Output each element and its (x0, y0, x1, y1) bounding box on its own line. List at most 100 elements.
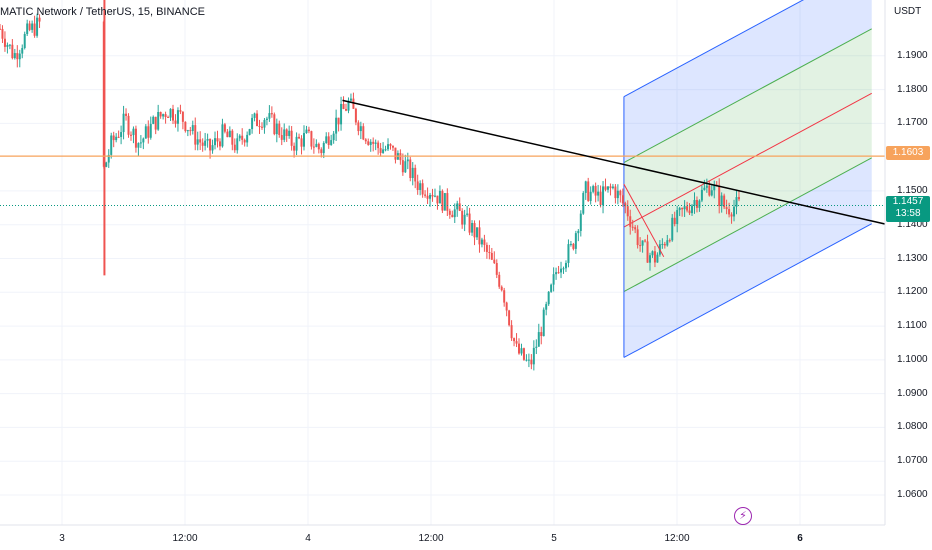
candle-body-down (446, 193, 449, 211)
candle-body-down (634, 227, 637, 230)
candle-body-down (500, 286, 503, 291)
candle-body-up (453, 209, 456, 218)
candle-body-up (547, 291, 550, 305)
candle-body-down (629, 216, 632, 227)
candle-body-down (505, 302, 508, 311)
channel-upper-band (623, 0, 872, 163)
candle-body-down (352, 98, 355, 109)
candlestick-series (0, 0, 740, 371)
candle-body-down (624, 203, 627, 207)
candle-body-up (186, 130, 189, 132)
candle-body-up (678, 207, 681, 211)
candle-body-down (194, 125, 197, 145)
candle-body-up (251, 117, 254, 130)
candle-body-down (223, 124, 226, 132)
candle-body-down (448, 210, 451, 215)
candle-body-up (31, 23, 34, 30)
candle-body-down (159, 111, 162, 117)
candle-body-down (256, 113, 259, 127)
candle-body-down (189, 130, 192, 132)
candle-body-down (708, 185, 711, 196)
candle-body-up (649, 255, 652, 263)
candle-body-down (436, 195, 439, 204)
candle-body-down (653, 251, 656, 263)
candle-body-down (258, 126, 261, 128)
candle-body-down (636, 229, 639, 246)
candle-body-up (651, 251, 654, 256)
candle-body-up (700, 189, 703, 201)
candle-body-up (268, 113, 271, 119)
candle-body-up (404, 161, 407, 173)
candle-body-down (147, 126, 150, 138)
candle-body-up (110, 135, 113, 155)
candle-body-down (134, 128, 137, 148)
channel-lower-band (623, 157, 872, 358)
candle-body-down (458, 203, 461, 211)
drawing-layer[interactable] (0, 99, 886, 258)
lightning-bolt-icon[interactable]: ⚡ (734, 507, 752, 525)
candle-body-up (463, 214, 466, 225)
candle-body-down (503, 290, 506, 303)
candle-body-down (409, 159, 412, 179)
price-tick-label: 1.1900 (897, 49, 928, 61)
time-tick-label: 4 (305, 533, 311, 544)
candle-body-up (191, 125, 194, 131)
candle-body-down (644, 240, 647, 242)
candle-body-down (307, 129, 310, 132)
regression-channel[interactable] (623, 0, 872, 358)
candle-body-up (683, 206, 686, 210)
candle-body-up (107, 154, 110, 163)
candle-body-up (606, 186, 609, 190)
candle-body-down (498, 274, 501, 287)
candle-body-up (228, 130, 231, 138)
candle-body-up (602, 186, 605, 206)
candle-body-down (216, 138, 219, 142)
time-tick-label: 12:00 (664, 533, 690, 544)
candle-body-up (13, 53, 16, 59)
candle-body-up (542, 309, 545, 337)
candle-body-down (572, 243, 575, 249)
candle-body-down (241, 135, 244, 140)
candle-body-up (406, 159, 409, 162)
candle-body-down (493, 259, 496, 264)
candle-body-down (181, 111, 184, 122)
candle-body-up (330, 140, 333, 145)
candle-body-up (248, 129, 251, 135)
price-tick-label: 1.1200 (897, 286, 928, 298)
candle-body-down (540, 332, 543, 337)
candle-body-down (473, 223, 476, 238)
candle-body-up (253, 113, 256, 118)
candle-body-down (416, 181, 419, 190)
candle-body-down (495, 263, 498, 275)
candle-body-up (196, 139, 199, 145)
channel-upper-inner-band (623, 28, 872, 228)
candle-body-up (520, 348, 523, 354)
candle-body-up (211, 145, 214, 151)
candle-body-down (345, 108, 348, 111)
candle-body-down (391, 145, 394, 148)
candle-body-up (545, 304, 548, 310)
candle-body-down (619, 190, 622, 196)
candle-body-down (226, 131, 229, 138)
candle-body-up (325, 136, 328, 144)
candle-body-up (105, 162, 108, 167)
candle-body-up (8, 44, 11, 46)
candle-body-up (466, 213, 469, 215)
candle-body-down (639, 245, 642, 247)
candle-body-up (288, 130, 291, 136)
candle-body-up (564, 262, 567, 269)
candle-body-down (518, 343, 521, 354)
candle-body-up (120, 132, 123, 137)
candle-body-down (364, 139, 367, 142)
price-tick-label: 1.0800 (897, 421, 928, 433)
candle-countdown: 13:58 (895, 208, 921, 219)
candle-body-down (367, 141, 370, 145)
time-tick-label: 6 (797, 533, 803, 544)
candle-body-down (317, 143, 320, 150)
candle-body-down (668, 240, 671, 242)
candle-body-down (377, 142, 380, 149)
candle-body-down (172, 108, 175, 121)
candle-body-up (382, 149, 385, 153)
candle-body-up (532, 347, 535, 365)
